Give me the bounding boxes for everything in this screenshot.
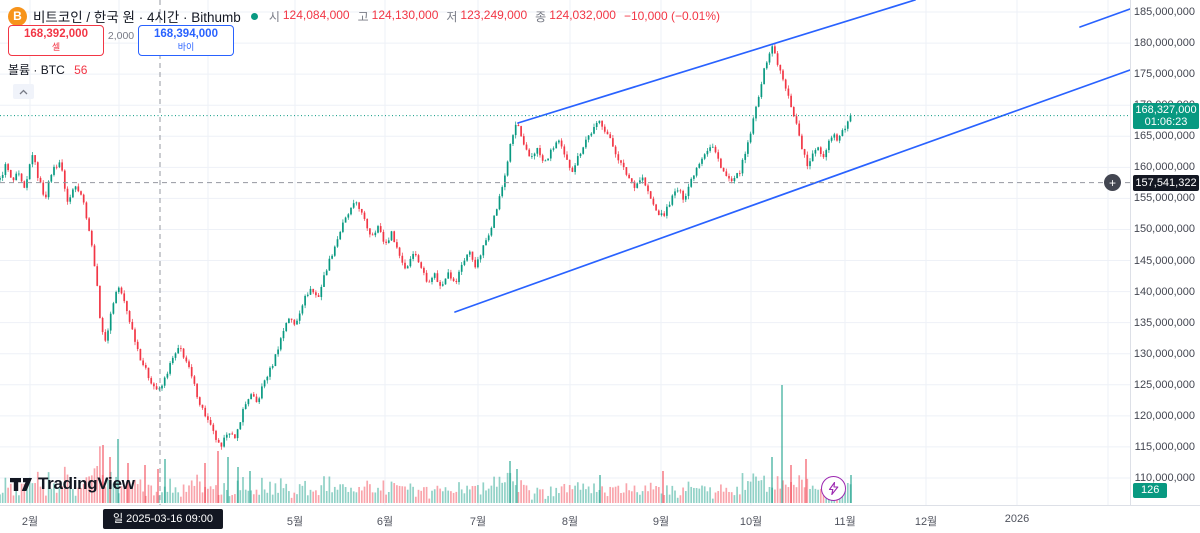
- sell-label: 셀: [51, 42, 61, 52]
- price-tick-label: 180,000,000: [1133, 37, 1195, 50]
- tradingview-logo-text: TradingView: [38, 474, 135, 493]
- price-tick-label: 115,000,000: [1134, 440, 1195, 453]
- time-tick-label: 12월: [914, 516, 938, 528]
- volume-indicator-legend[interactable]: 볼륨 · BTC 56: [8, 61, 87, 78]
- bitcoin-icon: B: [8, 6, 27, 26]
- symbol-header: B 비트코인 / 한국 원 · 4시간 · Bithumb 시 124,084,0…: [8, 6, 720, 26]
- price-tick-label: 175,000,000: [1133, 68, 1195, 81]
- time-tick-label: 2월: [21, 516, 39, 528]
- volume-indicator-label: 볼륨 · BTC: [8, 63, 65, 77]
- last-price-badge: 168,327,000 01:06:23: [1133, 102, 1199, 129]
- price-tick-label: 165,000,000: [1133, 130, 1195, 143]
- ohlc-high-label: 고: [357, 9, 369, 24]
- add-alert-plus-icon[interactable]: +: [1104, 174, 1121, 192]
- buy-button[interactable]: 168,394,000 바이: [138, 25, 234, 56]
- price-tick-label: 125,000,000: [1133, 378, 1195, 391]
- time-tick-label: 11월: [834, 516, 856, 528]
- price-tick-label: 140,000,000: [1133, 285, 1195, 298]
- time-tick-label: 5월: [286, 516, 304, 528]
- ohlc-open-label: 시: [268, 9, 280, 24]
- spread-value: 2,000: [107, 30, 135, 42]
- price-tick-label: 130,000,000: [1133, 347, 1195, 360]
- live-indicator-dot: [250, 12, 258, 20]
- price-tick-label: 110,000,000: [1134, 472, 1195, 484]
- crosshair-price-badge: 157,541,322: [1133, 174, 1199, 191]
- time-tick-label: 8월: [561, 516, 579, 528]
- ohlc-open-value: 124,084,000: [282, 7, 350, 22]
- time-tick-label: 6월: [376, 516, 394, 528]
- buy-label: 바이: [177, 42, 195, 52]
- price-tick-label: 150,000,000: [1133, 223, 1195, 236]
- ohlc-low-label: 저: [446, 9, 458, 24]
- lightning-bolt-icon: [828, 482, 839, 495]
- ohlc-close-label: 종: [535, 9, 547, 24]
- tradingview-logo-icon: [10, 477, 32, 491]
- ohlc-high-value: 124,130,000: [371, 7, 439, 22]
- price-tick-label: 120,000,000: [1133, 409, 1195, 422]
- ohlc-readout: 시 124,084,000 고 124,130,000 저 123,249,000 종…: [269, 8, 720, 25]
- crosshair-date-badge: 일 2025-03-16 09:00: [102, 509, 224, 529]
- tradingview-logo[interactable]: TradingView: [10, 474, 135, 494]
- buy-price: 168,394,000: [154, 28, 218, 40]
- price-tick-label: 145,000,000: [1133, 254, 1195, 267]
- last-price-value: 168,327,000: [1135, 103, 1197, 116]
- time-axis[interactable]: 일 2025-03-16 09:00 2월 5월 6월 7월 8월 9월 10월 11월 12월…: [0, 505, 1200, 533]
- symbol-title[interactable]: 비트코인 / 한국 원 · 4시간 · Bithumb: [33, 10, 241, 25]
- chevron-up-icon: [19, 89, 28, 94]
- collapse-pane-button[interactable]: [13, 84, 34, 99]
- time-tick-label: 9월: [652, 516, 670, 528]
- price-tick-label: 135,000,000: [1133, 316, 1195, 329]
- volume-indicator-value: 56: [74, 63, 88, 77]
- ohlc-close-value: 124,032,000: [549, 7, 616, 22]
- bar-countdown: 01:06:23: [1144, 115, 1188, 128]
- price-tick-label: 185,000,000: [1133, 6, 1195, 18]
- price-change: −10,000 (−0.01%): [623, 9, 721, 23]
- time-tick-label: 7월: [469, 516, 487, 528]
- boost-button[interactable]: [821, 476, 846, 501]
- sell-price: 168,392,000: [24, 28, 88, 40]
- price-axis[interactable]: 168,327,000 01:06:23 157,541,322 126 185…: [1130, 0, 1200, 505]
- trade-panel: 168,392,000 셀 2,000 168,394,000 바이: [8, 25, 234, 56]
- volume-axis-badge: 126: [1133, 483, 1168, 498]
- time-tick-label: 2026: [1004, 513, 1030, 525]
- price-chart-canvas[interactable]: [0, 0, 1130, 505]
- time-tick-label: 10월: [739, 516, 763, 528]
- ohlc-low-value: 123,249,000: [460, 7, 528, 22]
- sell-button[interactable]: 168,392,000 셀: [8, 25, 104, 56]
- price-tick-label: 160,000,000: [1133, 161, 1195, 174]
- price-tick-label: 155,000,000: [1133, 192, 1195, 205]
